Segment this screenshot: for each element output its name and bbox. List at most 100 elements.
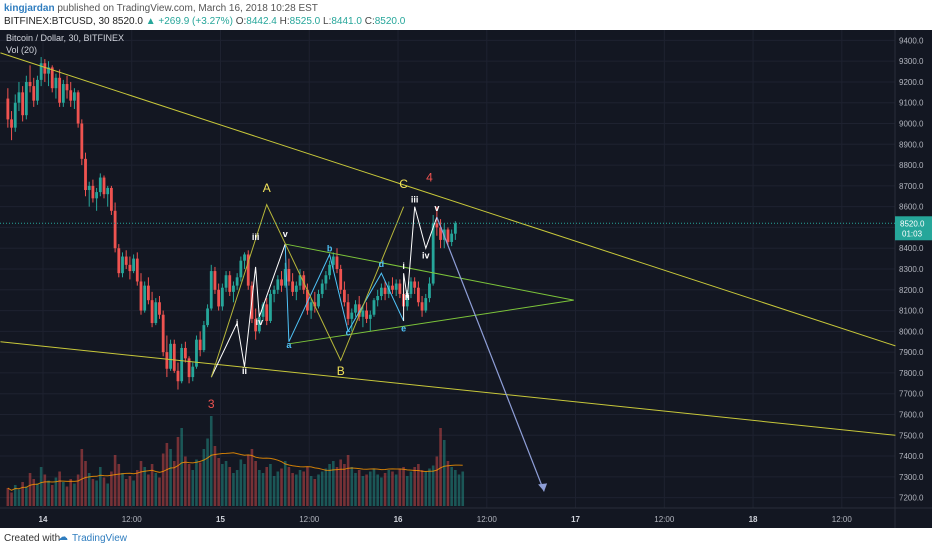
y-tick-label: 8400.0 <box>899 244 924 253</box>
publish-header: kingjardan published on TradingView.com,… <box>0 0 932 30</box>
volume-bar <box>161 453 165 506</box>
candle-body <box>435 223 439 228</box>
x-tick-label: 15 <box>216 515 225 524</box>
candle-body <box>128 264 132 272</box>
candle-body <box>324 275 328 284</box>
volume-bar <box>298 470 302 506</box>
wave-label: C <box>399 177 408 191</box>
candle-body <box>346 302 350 319</box>
y-tick-label: 7600.0 <box>899 410 924 419</box>
open-value: 8442.4 <box>246 16 277 27</box>
author-link[interactable]: kingjardan <box>4 3 55 14</box>
candle-body <box>261 304 265 317</box>
chart-area[interactable]: 7200.0 7300.0 7400.0 7500.0 7600.0 7700.0 7800… <box>0 30 932 528</box>
candle-body <box>283 269 287 286</box>
volume-bar <box>302 471 306 506</box>
wave-label: d <box>379 259 385 269</box>
bar-countdown-label: 01:03 <box>902 229 923 238</box>
candle-body <box>47 67 50 74</box>
candle-body <box>135 258 139 282</box>
wave-label: b <box>327 243 333 253</box>
candle-body <box>428 283 431 299</box>
upper-trendline <box>0 52 896 347</box>
volume-bar <box>184 456 187 506</box>
lower-trendline <box>0 341 896 436</box>
volume-bar <box>291 473 294 506</box>
candle-body <box>224 275 228 288</box>
x-tick-label: 18 <box>749 515 758 524</box>
candle-body <box>121 256 124 274</box>
volume-bar <box>209 416 213 506</box>
volume-bar <box>398 468 402 506</box>
candle-body <box>150 300 154 324</box>
candle-body <box>98 177 102 193</box>
triangle-upper-line <box>285 243 574 301</box>
candle-body <box>342 289 346 303</box>
wave-abcde-path <box>284 244 405 342</box>
volume-bar <box>431 465 435 506</box>
volume-bar <box>147 474 150 506</box>
candle-body <box>232 285 235 292</box>
volume-bar <box>121 473 124 506</box>
candle-body <box>17 92 21 103</box>
triangle-lower-line <box>288 299 574 345</box>
candle-body <box>84 158 87 191</box>
candle-body <box>420 302 424 311</box>
volume-bar <box>372 468 376 506</box>
y-tick-label: 9300.0 <box>899 57 924 66</box>
candle-body <box>424 298 428 311</box>
y-tick-label: 8900.0 <box>899 140 924 149</box>
candle-body <box>287 269 291 282</box>
candle-body <box>265 304 269 321</box>
publish-line: kingjardan published on TradingView.com,… <box>4 3 318 14</box>
volume-bar <box>128 476 132 506</box>
candle-body <box>113 210 117 249</box>
volume-bar <box>357 470 361 506</box>
candle-body <box>331 256 335 265</box>
volume-bar <box>76 474 80 506</box>
candle-body <box>73 92 76 101</box>
volume-bar <box>254 461 257 506</box>
volume-bar <box>154 473 158 506</box>
created-with-label: Created with <box>4 533 61 544</box>
price-chart-svg[interactable]: 7200.0 7300.0 7400.0 7500.0 7600.0 7700.0 7800… <box>0 30 932 528</box>
candle-body <box>254 318 258 332</box>
candle-body <box>453 223 457 234</box>
volume-bar <box>139 461 143 506</box>
volume-bar <box>295 474 298 506</box>
x-tick-label: 14 <box>39 515 48 524</box>
wave-impulse-path <box>210 243 286 378</box>
candle-body <box>317 293 320 307</box>
candle-body <box>243 254 246 261</box>
tradingview-brand[interactable]: TradingView <box>72 533 128 544</box>
volume-bar <box>10 492 13 506</box>
wave-label: i <box>402 261 405 271</box>
candle-body <box>217 289 221 307</box>
candle-body <box>172 343 176 371</box>
candle-body <box>54 77 58 89</box>
volume-bar <box>50 485 54 506</box>
volume-bar <box>221 464 224 506</box>
y-tick-label: 9000.0 <box>899 120 924 129</box>
last-price: 8520.0 <box>112 16 143 27</box>
volume-bar <box>54 477 58 506</box>
candle-body <box>95 192 99 199</box>
candle-body <box>132 258 135 272</box>
y-tick-label: 9400.0 <box>899 36 924 45</box>
candle-body <box>206 308 209 326</box>
volume-bar <box>84 461 87 506</box>
candle-body <box>372 300 376 315</box>
candle-body <box>272 289 276 294</box>
quote-line: BITFINEX:BTCUSD, 30 8520.0 ▲ +269.9 (+3.… <box>4 16 405 27</box>
volume-bar <box>158 477 161 506</box>
y-tick-label: 9200.0 <box>899 78 924 87</box>
volume-bar <box>232 473 235 506</box>
low-label: L: <box>323 16 332 27</box>
volume-bar <box>169 449 172 506</box>
candle-body <box>61 84 65 103</box>
y-tick-label: 7200.0 <box>899 494 924 503</box>
candle-body <box>102 177 106 195</box>
volume-bar <box>198 462 202 506</box>
volume-bar <box>117 464 121 506</box>
candle-body <box>309 302 313 311</box>
